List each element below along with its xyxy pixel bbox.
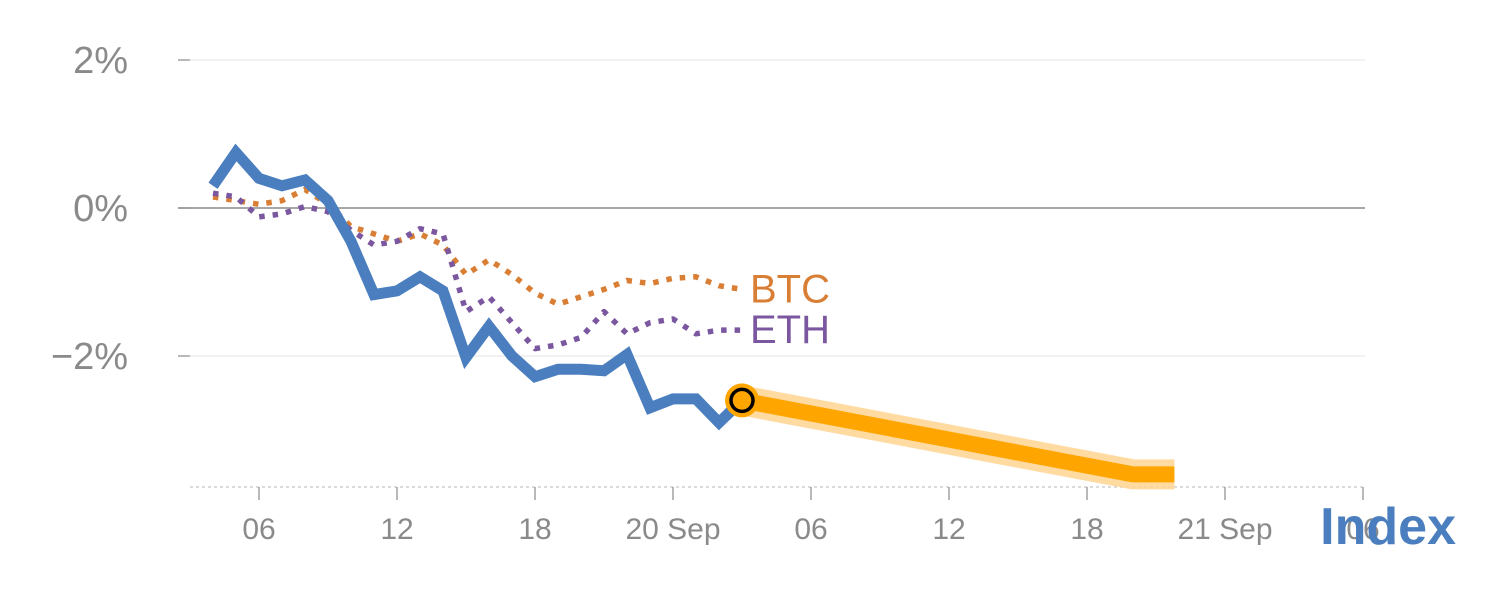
y-tick-label: 2% xyxy=(73,40,128,82)
x-tick-label: 12 xyxy=(932,513,965,546)
series-line-eth xyxy=(212,190,742,352)
projection-line xyxy=(740,392,1175,483)
x-tick-labels: 06 12 18 20 Sep 06 12 18 21 Sep 06 xyxy=(242,513,1379,546)
series-line-btc xyxy=(212,186,743,307)
x-tick-label: 06 xyxy=(794,513,827,546)
x-axis xyxy=(190,486,1365,500)
x-tick-label: 18 xyxy=(518,513,551,546)
x-tick-label: 12 xyxy=(380,513,413,546)
x-tick-label: 06 xyxy=(1346,513,1379,546)
x-tick-label: 20 Sep xyxy=(625,513,720,546)
series-label-btc: BTC xyxy=(750,267,830,311)
y-axis: 2% 0% −2% xyxy=(51,40,128,378)
grid xyxy=(178,59,1365,357)
y-tick-label: 0% xyxy=(73,188,128,230)
y-tick-label: −2% xyxy=(51,336,128,378)
x-tick-label: 18 xyxy=(1070,513,1103,546)
series xyxy=(208,143,1175,490)
x-tick-label: 21 Sep xyxy=(1177,513,1272,546)
series-line-index xyxy=(208,143,746,431)
x-tick-label: 06 xyxy=(242,513,275,546)
series-label-eth: ETH xyxy=(750,308,830,352)
corner-label-index: Index xyxy=(1320,498,1456,556)
current-point-marker xyxy=(729,387,755,414)
